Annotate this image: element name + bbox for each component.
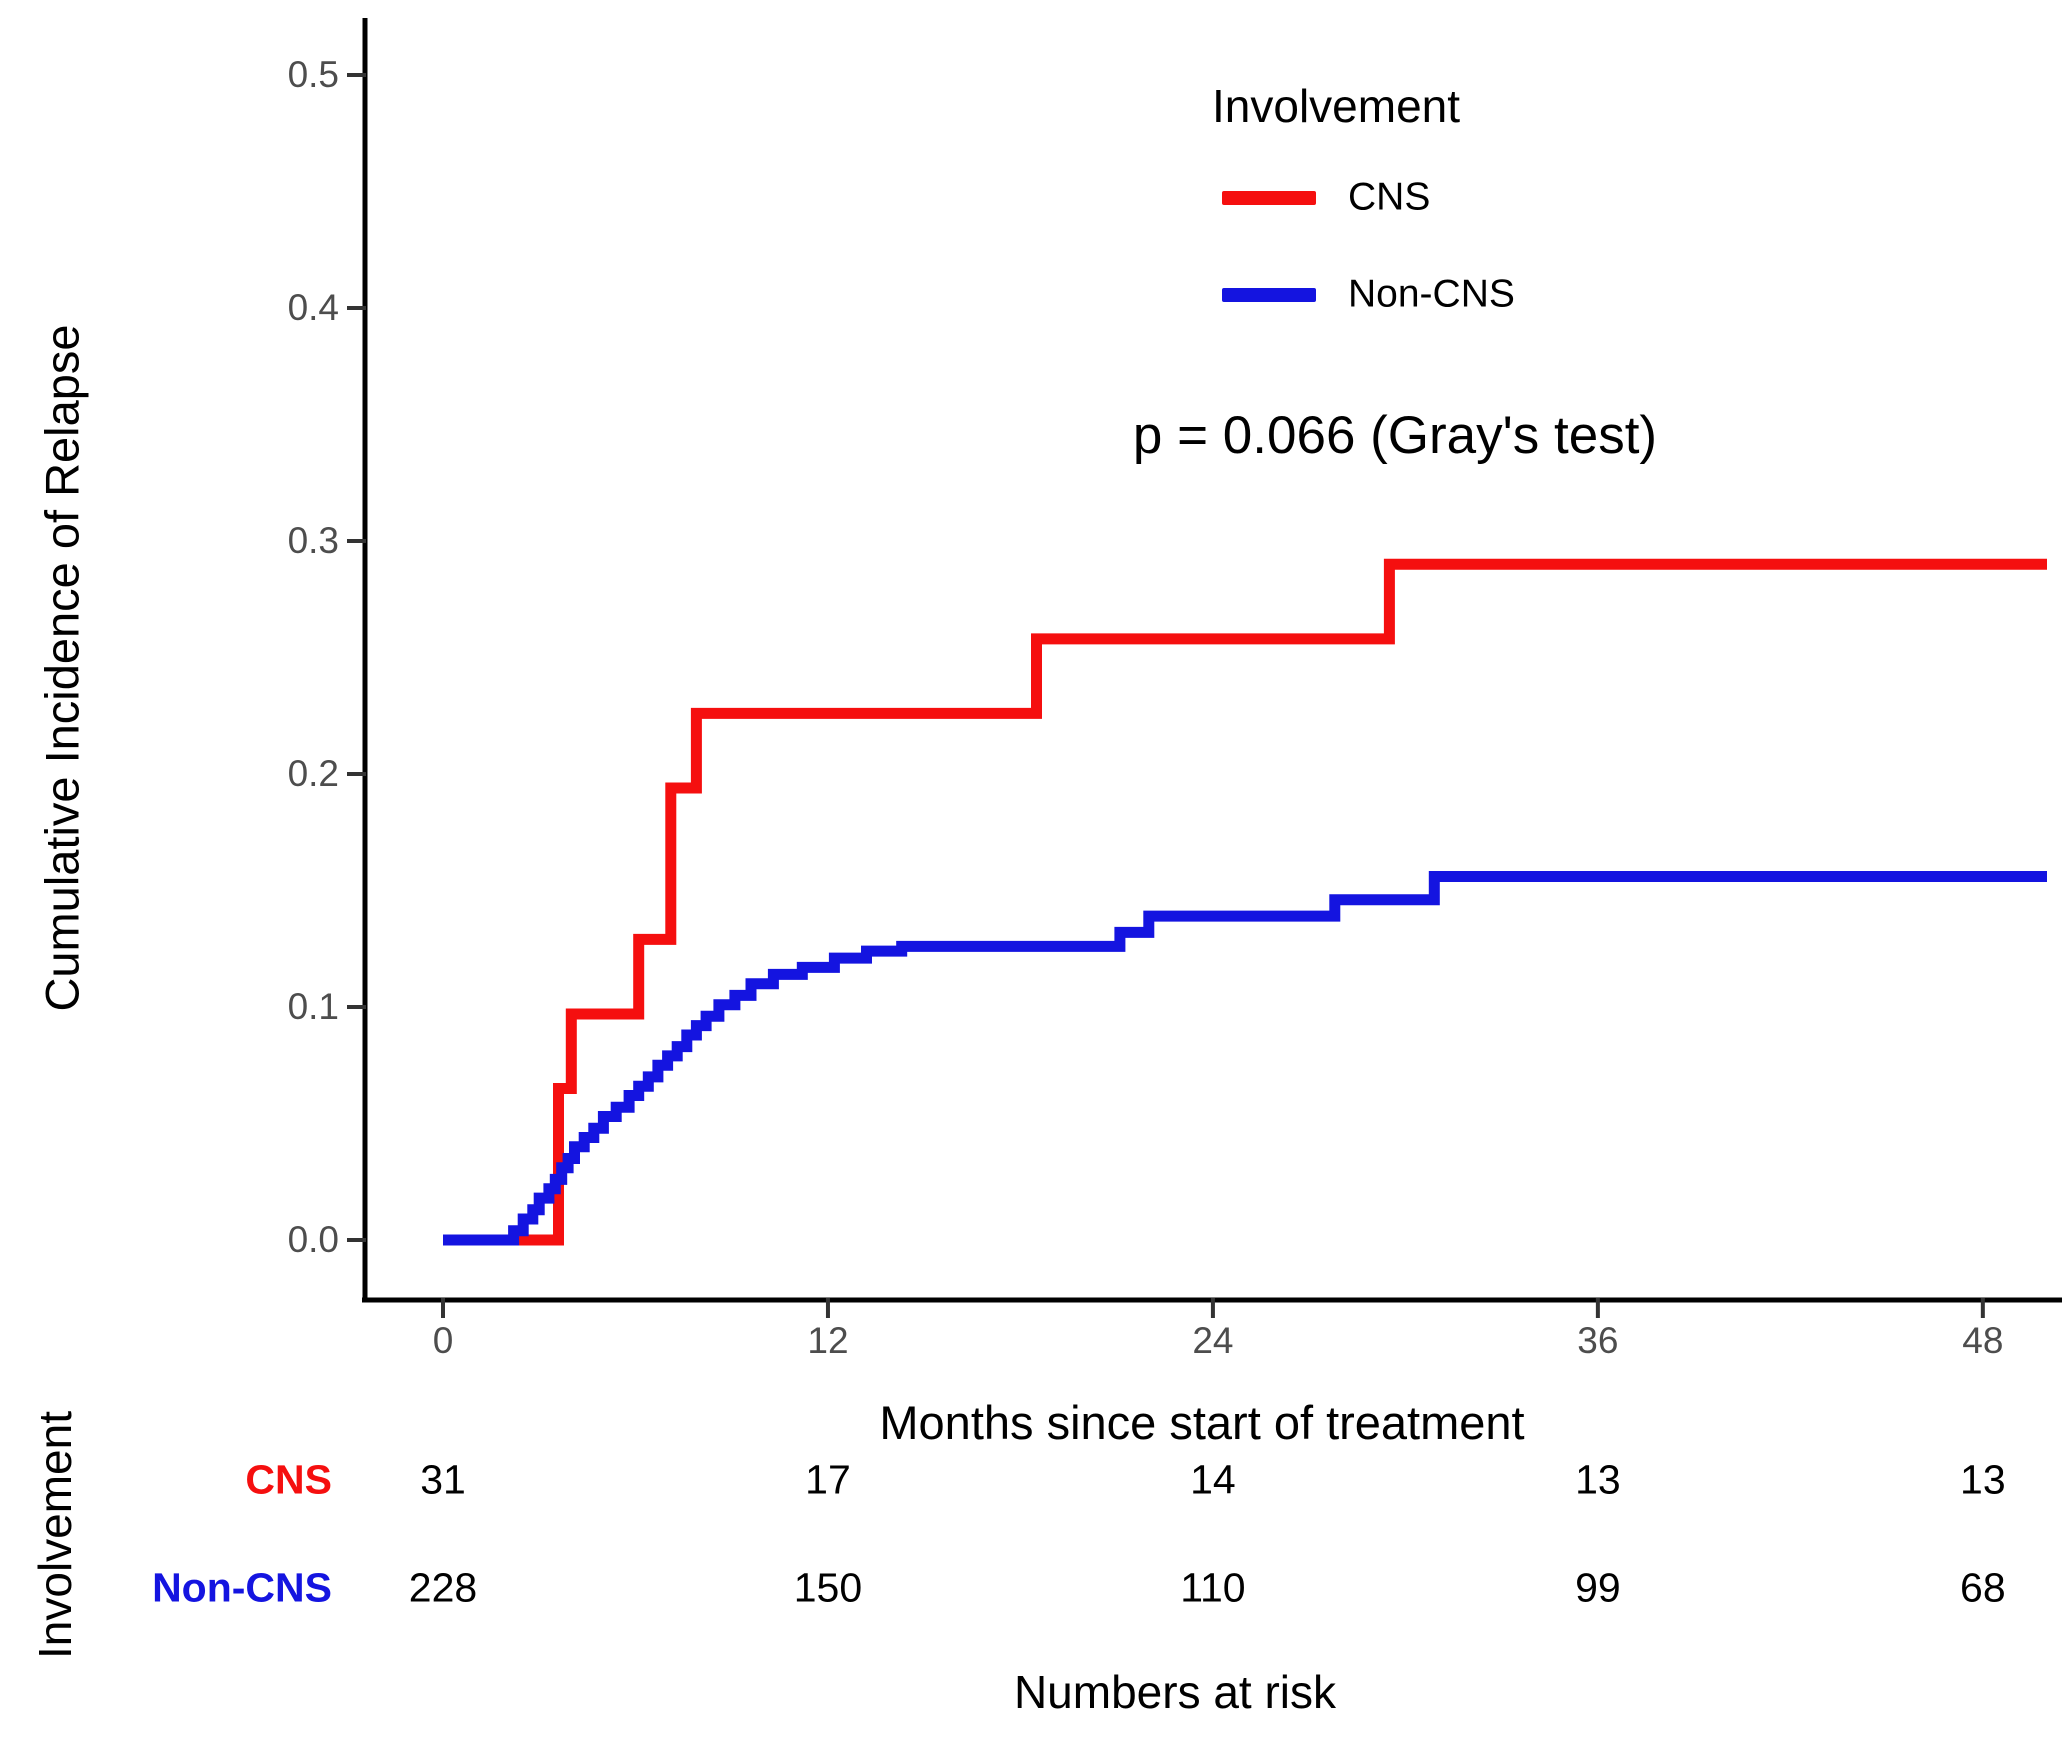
risk-row-label-cns: CNS — [245, 1456, 332, 1503]
x-tick-label: 48 — [1962, 1320, 2004, 1361]
curve-non-cns — [443, 871, 2047, 1246]
legend-swatch-non-cns — [1222, 288, 1316, 302]
risk-count-non-cns-t24: 110 — [1180, 1564, 1246, 1611]
y-axis-title: Cumulative Incidence of Relapse — [35, 324, 89, 1012]
p-value-annotation: p = 0.066 (Gray's test) — [1132, 406, 1658, 465]
legend-swatch-cns — [1222, 191, 1316, 205]
x-tick-label: 36 — [1577, 1320, 1619, 1361]
y-tick-label: 0.0 — [287, 1219, 339, 1260]
risk-count-non-cns-t0: 228 — [408, 1564, 478, 1611]
y-tick-label: 0.1 — [287, 986, 339, 1027]
risk-count-cns-t36: 13 — [1575, 1456, 1621, 1503]
legend-title: Involvement — [1212, 80, 1461, 132]
x-tick-label: 0 — [432, 1320, 454, 1361]
risk-count-non-cns-t12: 150 — [793, 1564, 863, 1611]
risk-count-cns-t24: 14 — [1190, 1456, 1236, 1503]
risk-table-caption: Numbers at risk — [1013, 1666, 1337, 1718]
x-tick-label: 12 — [807, 1320, 849, 1361]
risk-row-label-non-cns: Non-CNS — [152, 1564, 332, 1611]
risk-count-non-cns-t48: 68 — [1960, 1564, 2006, 1611]
risk-count-cns-t12: 17 — [805, 1456, 851, 1503]
y-tick-label: 0.3 — [287, 520, 339, 561]
y-tick-label: 0.5 — [287, 54, 339, 95]
risk-count-non-cns-t36: 99 — [1575, 1564, 1621, 1611]
legend-label-cns: CNS — [1348, 175, 1431, 219]
x-axis-title: Months since start of treatment — [879, 1396, 1525, 1449]
x-tick-label: 24 — [1192, 1320, 1234, 1361]
y-tick-label: 0.2 — [287, 753, 339, 794]
risk-count-cns-t48: 13 — [1960, 1456, 2006, 1503]
risk-count-cns-t0: 31 — [420, 1456, 466, 1503]
risk-table-group-axis-label: Involvement — [28, 1410, 81, 1660]
y-tick-label: 0.4 — [287, 287, 339, 328]
curve-cns — [443, 558, 2047, 1246]
legend-label-non-cns: Non-CNS — [1348, 272, 1515, 316]
